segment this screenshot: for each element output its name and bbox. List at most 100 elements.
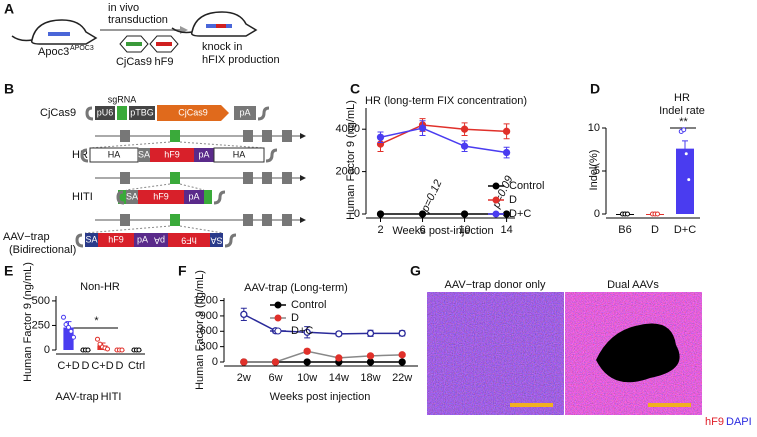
point (418, 124, 427, 132)
y-tick-label: 2000 (336, 166, 360, 178)
element-label: HA (233, 149, 246, 159)
y-tick-label: 900 (200, 310, 218, 322)
series-line (380, 127, 507, 154)
y-tick-label: 0 (44, 344, 50, 356)
legend-label: D+C (509, 208, 531, 220)
chart-title: Non-HR (80, 281, 120, 293)
panel-label: E (4, 263, 13, 279)
vector-label: hF9 (155, 56, 174, 68)
element-label: hF9 (164, 149, 180, 159)
element (150, 148, 194, 162)
chart-title: Indel rate (659, 105, 705, 117)
arrow (300, 133, 306, 139)
element (129, 106, 155, 120)
itr (80, 148, 89, 163)
x-tick-label: D (82, 360, 90, 372)
row-label: HITI (72, 191, 93, 203)
element (194, 148, 214, 162)
point (85, 347, 91, 353)
row-label: (Bidirectional) (9, 244, 76, 256)
exon (243, 214, 253, 226)
x-tick-label: 10w (297, 372, 317, 384)
element (213, 147, 265, 163)
element (157, 105, 229, 121)
element (151, 233, 168, 247)
y-tick-label: 10 (588, 122, 600, 134)
arrow (300, 175, 306, 181)
point (398, 351, 406, 359)
point (655, 211, 660, 217)
exon (170, 130, 180, 142)
point (366, 329, 375, 337)
point (61, 314, 66, 320)
element (134, 233, 151, 247)
element-label: pA (198, 149, 209, 159)
y-tick-label: 250 (32, 319, 50, 331)
y-axis-label: Indel(%) (588, 150, 600, 191)
element (184, 190, 204, 204)
exon (118, 190, 126, 204)
exon (282, 130, 292, 142)
series-line (380, 124, 507, 145)
series-line (243, 313, 403, 335)
arrow (300, 217, 306, 223)
point (686, 177, 692, 183)
itr (257, 106, 270, 121)
arrow-text: in vivo (108, 2, 139, 14)
legend-marker (492, 210, 500, 218)
element-label: pA (154, 236, 165, 246)
y-tick-label: 0 (354, 208, 360, 220)
point (303, 328, 311, 336)
guide (179, 141, 265, 149)
point (502, 127, 511, 135)
x-tick-label: 2 (377, 224, 383, 236)
point (502, 148, 511, 157)
exon (243, 130, 253, 142)
x-tick-label: Ctrl (128, 360, 145, 372)
element-label: pU6 (97, 107, 114, 117)
stain-legend: DAPI (726, 416, 752, 428)
point (460, 210, 469, 218)
chart-title: AAV-trap (Long-term) (244, 282, 348, 294)
series-line (243, 350, 403, 363)
element-label: pA (188, 191, 199, 201)
panel-label: F (178, 263, 187, 279)
exon (282, 214, 292, 226)
x-tick-label: B6 (618, 224, 631, 236)
point (105, 346, 110, 352)
bar (63, 327, 74, 350)
x-tick-label: 22w (392, 372, 412, 384)
x-axis-label: Weeks post-injection (392, 225, 493, 237)
element-label: HA (108, 149, 121, 159)
legend-label: D (291, 312, 299, 324)
x-tick-label: D (116, 360, 124, 372)
point (240, 358, 248, 366)
point (335, 354, 343, 362)
y-axis-label: Human Factor 9 (ng/mL) (345, 100, 357, 220)
group-label: AAV-trap (55, 391, 98, 403)
element (95, 106, 115, 120)
point (460, 142, 469, 150)
result-text: knock in (202, 41, 242, 53)
x-tick-label: 2w (237, 372, 251, 384)
itr (265, 148, 278, 163)
element (98, 233, 134, 247)
legend-label: D+C (291, 325, 313, 337)
legend-label: D (509, 194, 517, 206)
legend-marker (492, 182, 500, 190)
exon (282, 172, 292, 184)
element (234, 106, 256, 120)
element (85, 233, 98, 247)
element-label: hF9 (153, 191, 169, 201)
element (138, 190, 184, 204)
point (335, 330, 343, 338)
exon (262, 172, 272, 184)
point (66, 324, 71, 330)
y-tick-label: 500 (32, 295, 50, 307)
point (366, 358, 375, 366)
point (303, 347, 311, 355)
guide (179, 183, 205, 191)
element-label: SA (138, 149, 150, 159)
element-label: SA (126, 191, 138, 201)
